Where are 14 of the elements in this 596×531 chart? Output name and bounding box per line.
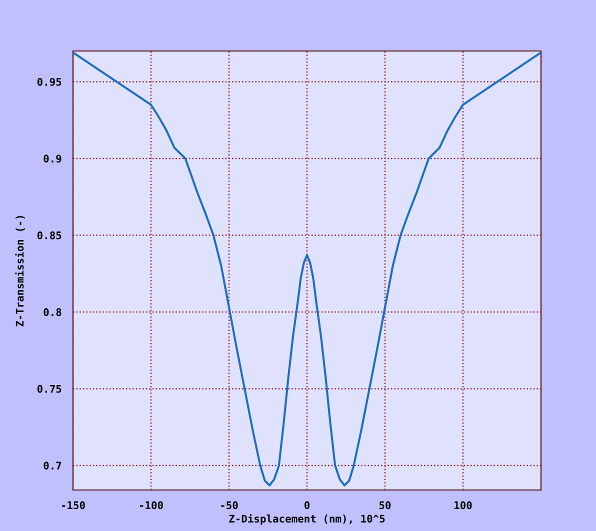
y-tick-label: 0.7 [44,462,62,470]
y-tick-label: 0.8 [44,308,62,316]
x-tick-label: 100 [454,501,472,510]
x-axis-title: Z-Displacement (nm), 10^5 [229,514,385,525]
y-tick-label: 0.9 [44,154,62,163]
x-tick-label: 0 [304,501,310,510]
y-tick-label: 0.85 [37,231,62,240]
y-axis-title: Z-Transmission (-) [15,216,25,326]
x-tick-label: 50 [379,501,391,510]
x-tick-label: -150 [62,501,85,510]
y-tick-label: 0.95 [37,78,62,86]
x-tick-label: -50 [221,501,238,510]
y-tick-label: 0.75 [37,384,62,393]
x-tick-label: -100 [140,501,163,510]
